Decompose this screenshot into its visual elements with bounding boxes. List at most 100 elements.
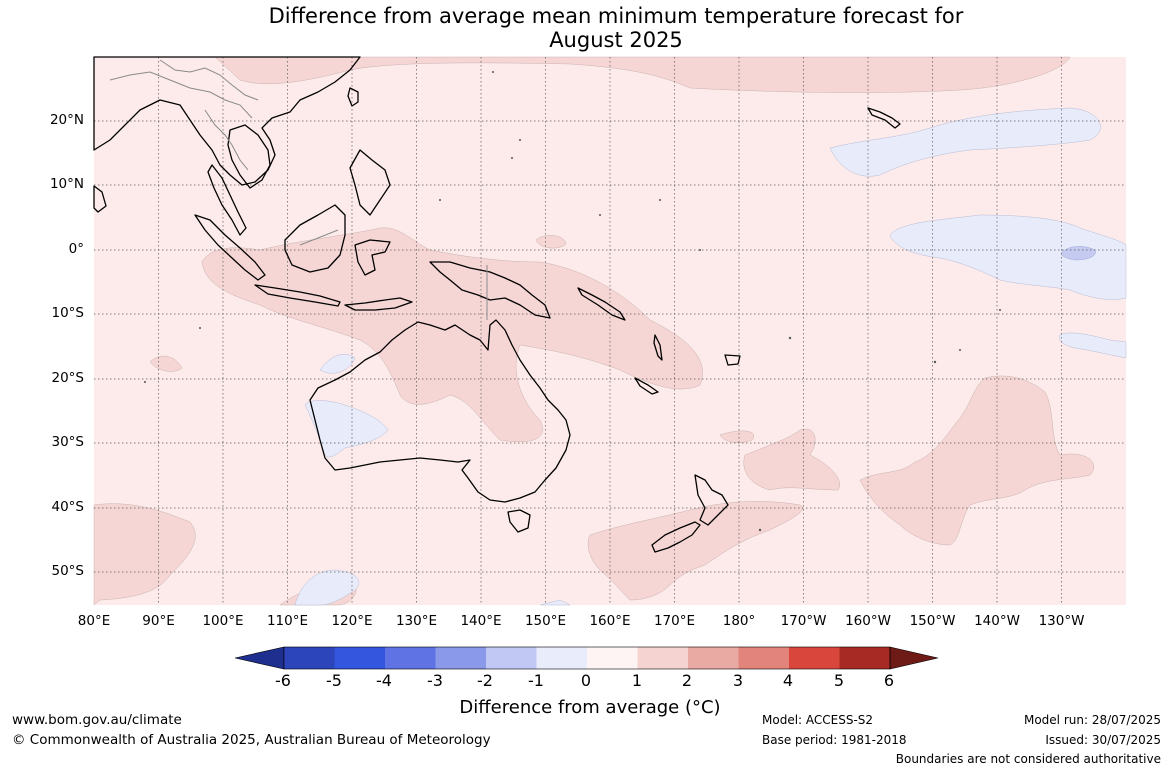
coast-sri-lanka	[93, 185, 107, 213]
coast-borneo	[284, 204, 346, 273]
colorbar-tick-label: -5	[326, 671, 342, 690]
colorbar-cell	[637, 647, 688, 669]
website-link[interactable]: www.bom.gov.au/climate	[12, 712, 182, 728]
coast-malay-peninsula	[207, 164, 247, 236]
colorbar-tick-label: -1	[528, 671, 544, 690]
coast-australia	[309, 319, 571, 503]
coast-sulawesi	[354, 239, 391, 276]
graticule	[94, 57, 1126, 605]
island-dot-3	[492, 71, 494, 73]
coast-taiwan	[347, 87, 359, 107]
colorbar-tick-label: 0	[580, 671, 592, 690]
lat-tick-label: 10°S	[51, 305, 85, 321]
colorbar-tick-label: 3	[732, 671, 744, 690]
coast-new-zealand-north	[694, 474, 729, 526]
cool-region-south-indian-ocean	[294, 569, 360, 606]
cool-region-wa-north	[319, 354, 356, 374]
border-borneo	[299, 229, 339, 246]
colorbar-tick-label: 2	[681, 671, 693, 690]
cool-region-south-fringe	[539, 599, 571, 606]
island-dot-4	[439, 199, 441, 201]
colorbar-cell	[385, 647, 436, 669]
coastlines	[93, 56, 901, 553]
coast-philippines	[349, 149, 391, 216]
copyright-text: © Commonwealth of Australia 2025, Austra…	[12, 732, 491, 748]
lon-tick-label: 140°E	[460, 613, 502, 629]
colorbar-outline	[283, 646, 891, 670]
warm-region-maritime	[201, 227, 703, 443]
colorbar-title: Difference from average (°C)	[459, 697, 721, 718]
disclaimer-text: Boundaries are not considered authoritat…	[895, 752, 1161, 766]
colorbar-cell	[789, 647, 840, 669]
coast-sumatra	[194, 214, 266, 281]
warm-region-southwest	[93, 503, 196, 606]
lon-tick-label: 130°W	[1038, 613, 1085, 629]
lon-tick-label: 170°E	[653, 613, 696, 629]
lon-tick-label: 180°	[722, 613, 756, 629]
lon-tick-label: 160°W	[845, 613, 891, 629]
colorbar-tick-label: 4	[782, 671, 794, 690]
colorbar-cell	[738, 647, 789, 669]
colorbar-cells	[234, 646, 939, 670]
colorbar-cell	[334, 647, 385, 669]
political-borders	[109, 59, 488, 320]
lat-tick-label: 0°	[68, 241, 84, 257]
colorbar-tick-label: -2	[477, 671, 493, 690]
lon-tick-label: 160°E	[589, 613, 631, 629]
colorbar-max-extend	[889, 646, 939, 670]
lat-tick-label: 40°S	[51, 499, 85, 515]
lon-tick-label: 130°E	[395, 613, 438, 629]
island-dot-6	[659, 199, 661, 201]
cool-anomaly-regions	[294, 107, 1127, 606]
colorbar	[234, 646, 939, 670]
colorbar-cell	[284, 647, 335, 669]
cool-region-hawaii-ne	[829, 107, 1101, 177]
island-dot-7	[699, 249, 701, 251]
title-line-2: August 2025	[549, 28, 683, 52]
island-dot-12	[199, 327, 201, 329]
cool-region-southeast-pacific	[1059, 332, 1127, 359]
warm-region-south-pacific-2	[859, 375, 1094, 546]
small-islands	[144, 71, 1001, 532]
island-dot-11	[999, 309, 1001, 311]
island-dot-9	[933, 360, 937, 364]
lon-tick-label: 140°W	[974, 613, 1020, 629]
island-dot-14	[758, 528, 762, 532]
lat-tick-label: 10°N	[49, 176, 84, 192]
warm-region-south-indian	[149, 355, 183, 372]
warm-region-nz	[587, 501, 803, 601]
colorbar-cell	[587, 647, 638, 669]
warm-region-tasman	[719, 430, 754, 443]
base-period-text: Base period: 1981-2018	[762, 733, 907, 747]
colorbar-tick-label: -6	[275, 671, 291, 690]
warm-region-eq-west-pacific	[535, 235, 567, 249]
island-dot-1	[519, 139, 521, 141]
colorbar-tick-label: -4	[376, 671, 392, 690]
coast-new-zealand-south	[651, 521, 701, 553]
cool-region-eq-east-pacific	[889, 214, 1127, 300]
island-dot-13	[144, 381, 146, 383]
coast-solomon	[577, 287, 626, 321]
coast-asia-mainland	[93, 56, 361, 186]
coast-tasmania	[507, 509, 531, 533]
chart-title: Difference from average mean minimum tem…	[0, 4, 1173, 52]
colorbar-tick-label: -3	[427, 671, 443, 690]
colorbar-cell	[688, 647, 739, 669]
coast-indochina	[227, 124, 271, 189]
warm-anomaly-regions	[93, 56, 1094, 606]
island-dot-10	[959, 349, 961, 351]
lon-tick-label: 110°E	[266, 613, 309, 629]
lon-tick-label: 120°E	[331, 613, 373, 629]
lat-tick-label: 30°S	[51, 434, 85, 450]
issued-text: Issued: 30/07/2025	[1045, 733, 1161, 747]
border-asia-2	[159, 59, 259, 101]
model-text: Model: ACCESS-S2	[762, 713, 874, 727]
colorbar-tick-label: 5	[833, 671, 845, 690]
border-asia-1	[109, 71, 253, 119]
warm-region-south-pacific-1	[743, 428, 840, 491]
island-dot-8	[788, 336, 792, 340]
lon-tick-label: 150°E	[524, 613, 567, 629]
lat-tick-label: 50°S	[51, 563, 85, 579]
lon-tick-label: 80°E	[77, 613, 111, 629]
title-line-1: Difference from average mean minimum tem…	[268, 4, 964, 28]
